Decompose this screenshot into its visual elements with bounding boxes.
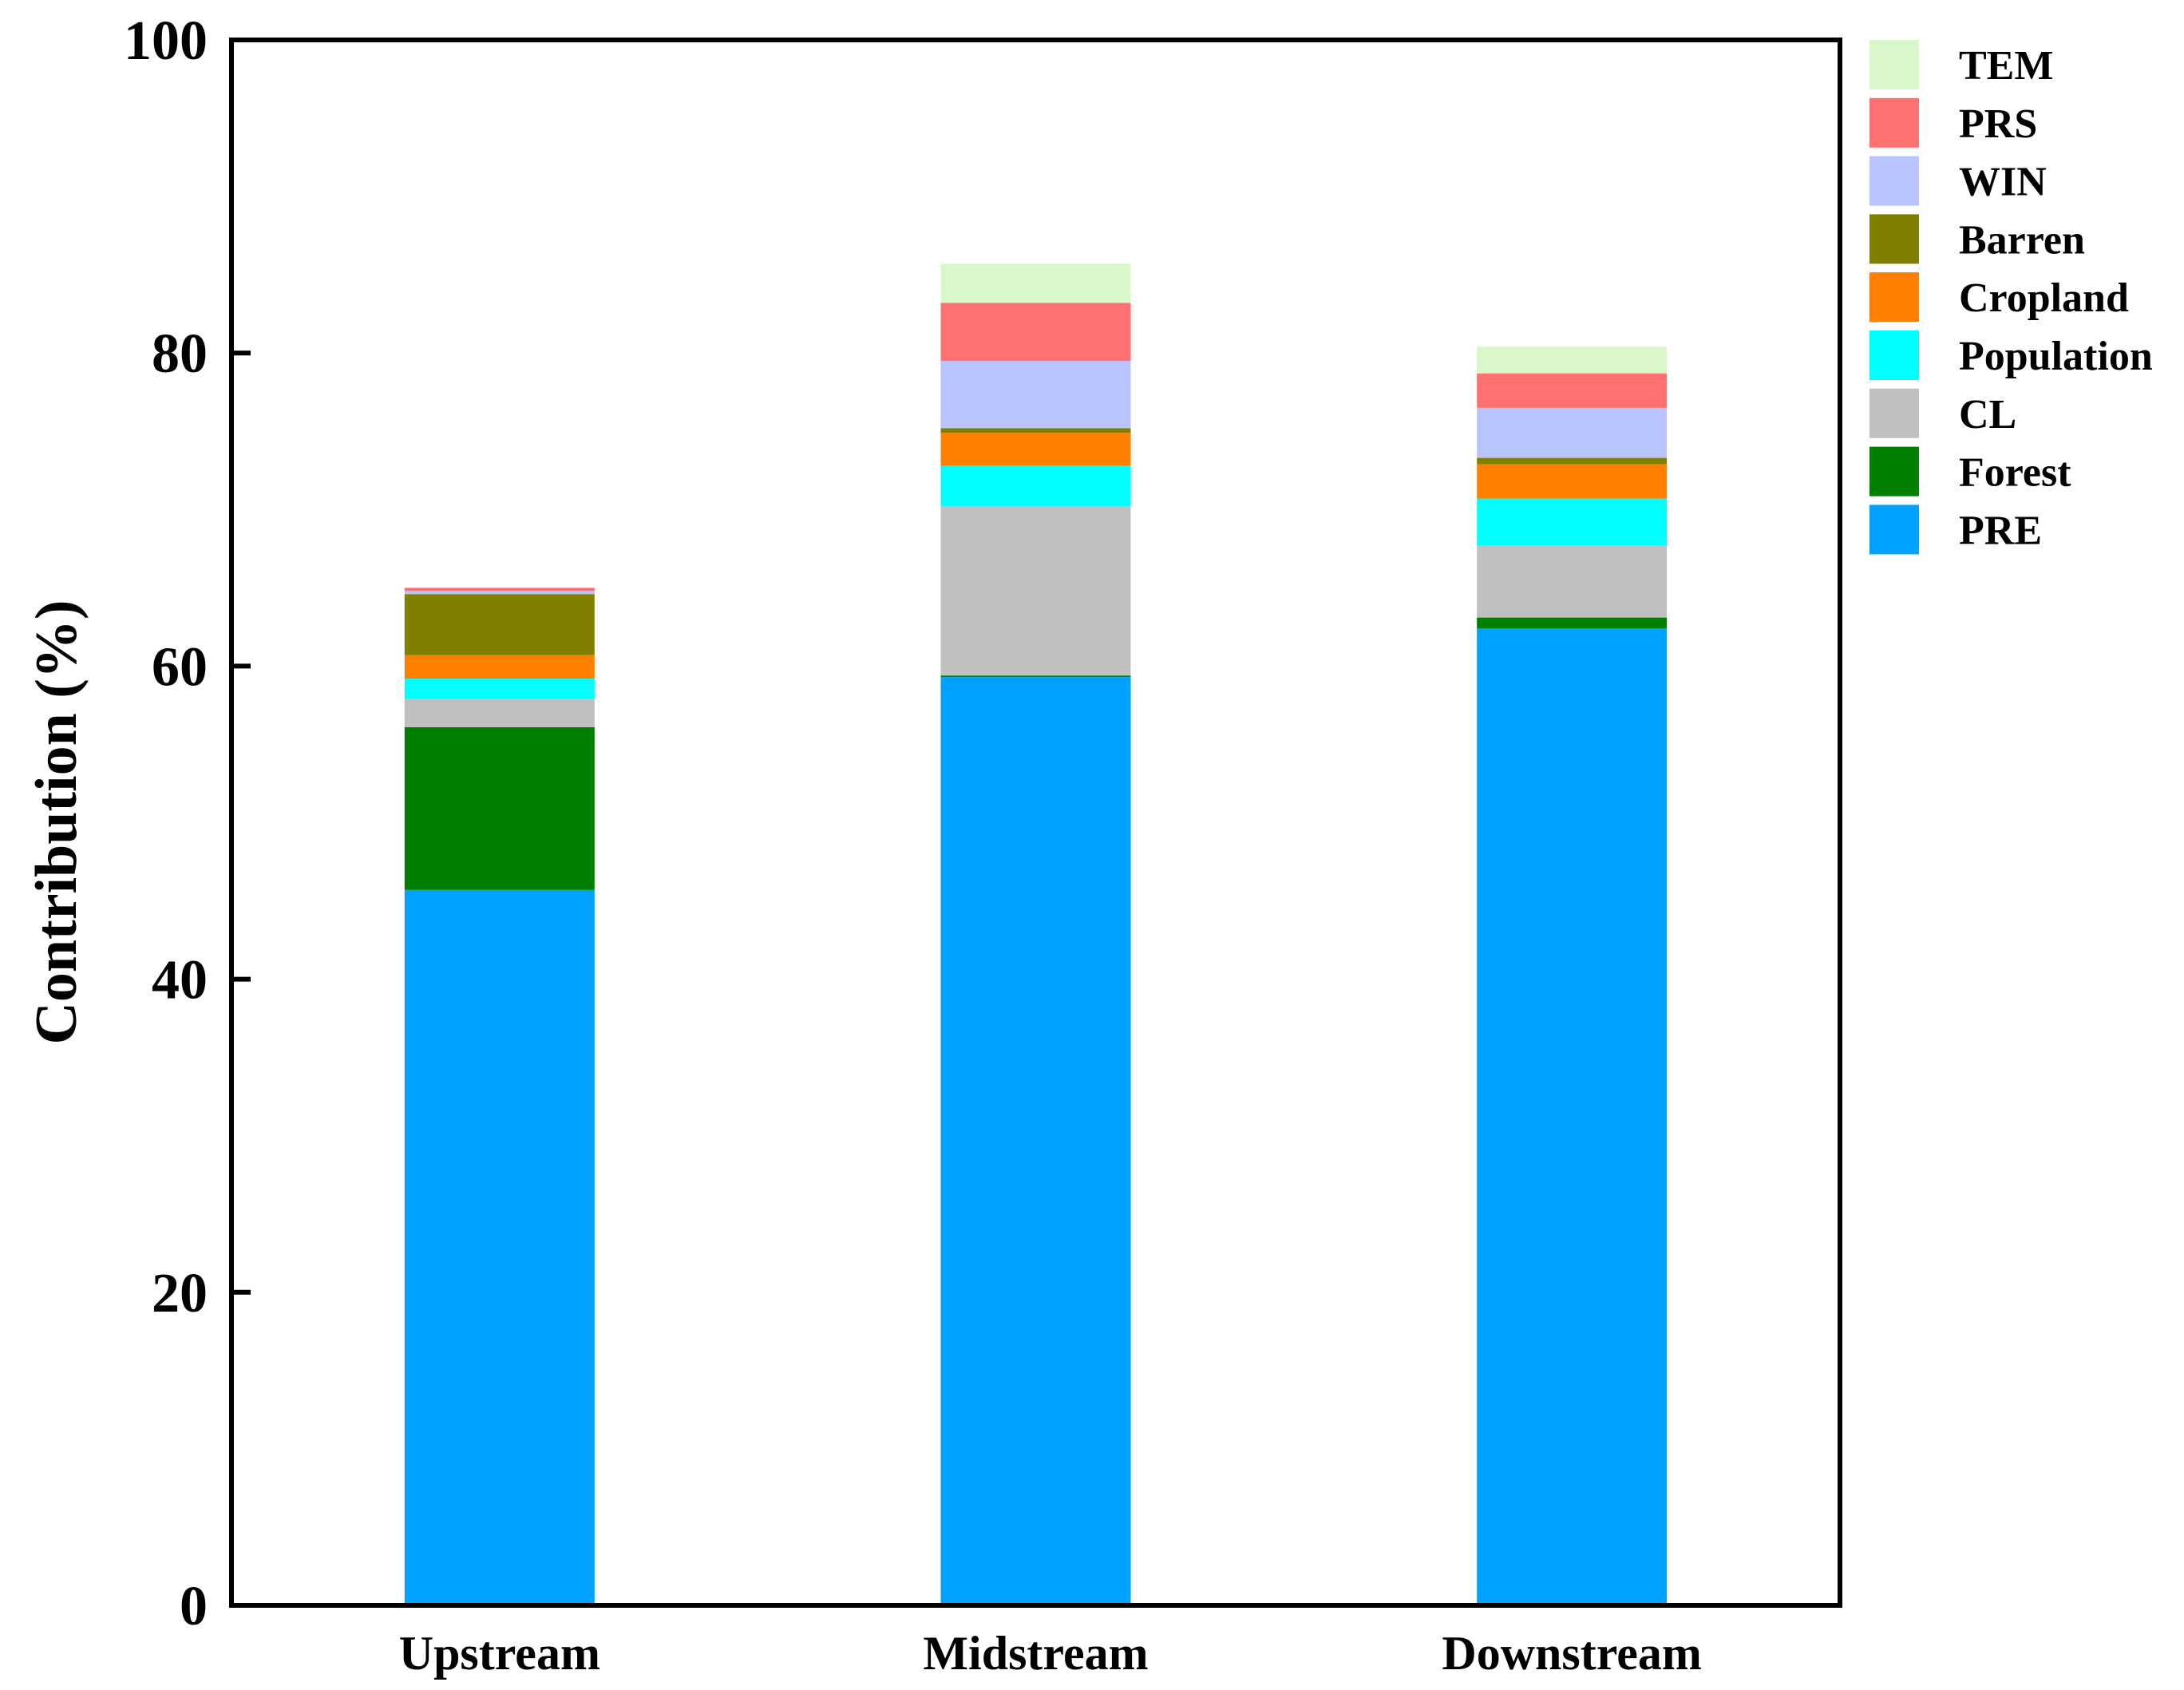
bar-midstream-prs xyxy=(940,303,1131,362)
legend-swatch-pre xyxy=(1869,505,1919,555)
legend-swatch-win xyxy=(1869,156,1919,206)
y-tick-label-20: 20 xyxy=(152,1263,208,1324)
bar-upstream-cl xyxy=(404,699,595,727)
bar-upstream-forest xyxy=(404,726,595,890)
x-tick-label-upstream: Upstream xyxy=(399,1627,600,1680)
legend-label-forest: Forest xyxy=(1959,450,2071,496)
legend-swatch-barren xyxy=(1869,214,1919,264)
legend-label-pre: PRE xyxy=(1959,508,2042,553)
y-tick-label-0: 0 xyxy=(180,1576,208,1637)
bar-downstream-cropland xyxy=(1477,464,1668,499)
bar-downstream-barren xyxy=(1477,457,1668,465)
bar-downstream-prs xyxy=(1477,373,1668,408)
x-tick-label-midstream: Midstream xyxy=(923,1627,1148,1680)
bar-downstream-win xyxy=(1477,407,1668,458)
legend-swatch-tem xyxy=(1869,40,1919,89)
bar-midstream-population xyxy=(940,465,1131,507)
bar-midstream-win xyxy=(940,361,1131,429)
bar-midstream-tem xyxy=(940,263,1131,303)
bar-downstream-population xyxy=(1477,498,1668,546)
y-axis-ticks: 0 20 40 60 80 100 xyxy=(124,10,251,1637)
x-tick-label-downstream: Downstream xyxy=(1442,1627,1702,1680)
bar-midstream-barren xyxy=(940,428,1131,433)
y-tick-label-60: 60 xyxy=(152,636,208,698)
bar-downstream-forest xyxy=(1477,617,1668,629)
bar-upstream-barren xyxy=(404,594,595,655)
bar-upstream-population xyxy=(404,679,595,699)
bar-midstream-cl xyxy=(940,506,1131,676)
legend-label-barren: Barren xyxy=(1959,217,2085,263)
bar-upstream-pre xyxy=(404,889,595,1605)
y-tick-label-100: 100 xyxy=(124,10,208,72)
legend-label-population: Population xyxy=(1959,334,2153,379)
legend-label-prs: PRS xyxy=(1959,101,2037,147)
y-tick-label-80: 80 xyxy=(152,323,208,385)
bar-midstream-pre xyxy=(940,677,1131,1605)
legend-label-tem: TEM xyxy=(1959,43,2053,89)
bar-downstream-cl xyxy=(1477,545,1668,618)
bar-downstream-pre xyxy=(1477,628,1668,1605)
plot-frame xyxy=(229,38,1842,1608)
legend-swatch-cl xyxy=(1869,388,1919,438)
legend-label-win: WIN xyxy=(1959,160,2047,205)
y-tick-label-40: 40 xyxy=(152,950,208,1011)
legend: TEM PRS WIN Barren Cropland Population CL Fores… xyxy=(1869,40,2153,555)
y-axis-title: Contribution (%) xyxy=(24,600,89,1044)
legend-swatch-cropland xyxy=(1869,272,1919,323)
bar-upstream-cropland xyxy=(404,655,595,679)
bars-layer xyxy=(404,263,1668,1605)
legend-swatch-prs xyxy=(1869,97,1919,148)
bar-midstream-cropland xyxy=(940,433,1131,466)
x-axis-categories: Upstream Midstream Downstream xyxy=(399,1627,1702,1680)
legend-swatch-population xyxy=(1869,330,1919,380)
legend-label-cl: CL xyxy=(1959,392,2016,437)
bar-midstream-forest xyxy=(940,675,1131,678)
bar-upstream-win xyxy=(404,591,595,595)
legend-label-cropland: Cropland xyxy=(1959,275,2129,321)
legend-swatch-forest xyxy=(1869,446,1919,497)
bar-downstream-tem xyxy=(1477,346,1668,374)
bar-upstream-prs xyxy=(404,588,595,592)
